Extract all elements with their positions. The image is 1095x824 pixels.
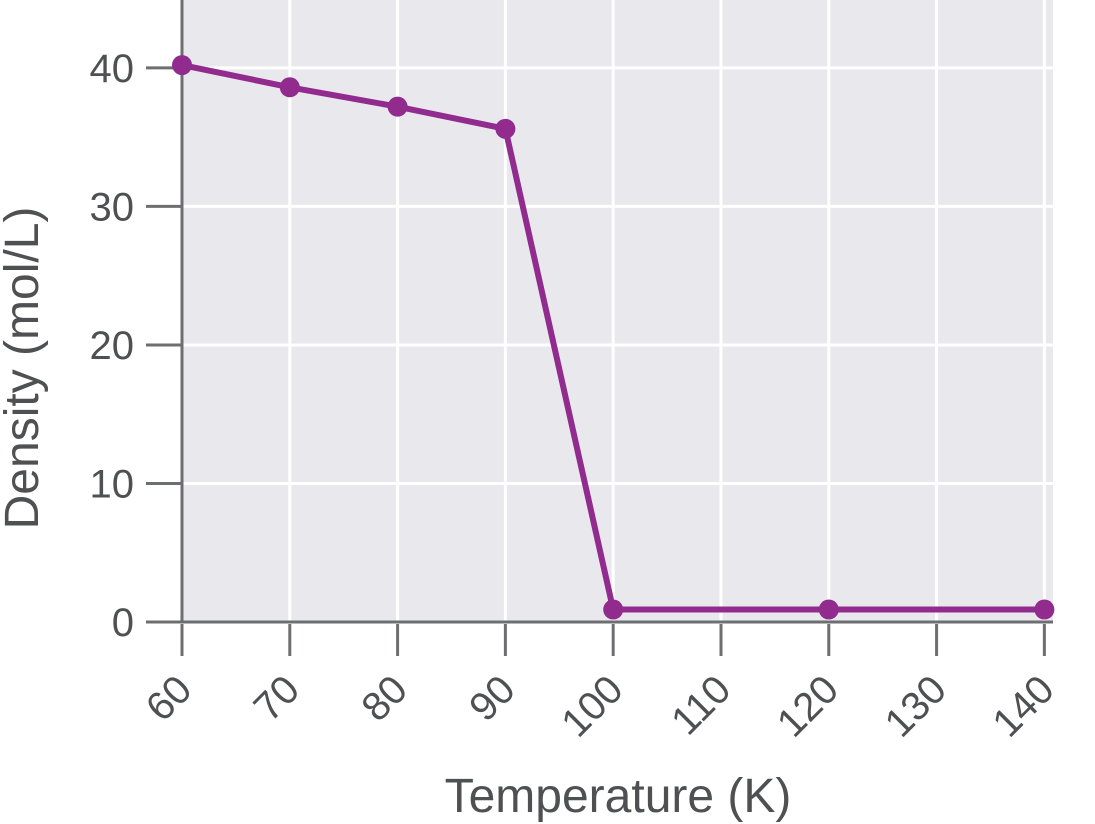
x-tick-label: 80 xyxy=(353,667,416,730)
plot-background xyxy=(182,0,1053,622)
data-point xyxy=(172,55,192,76)
tick-marks xyxy=(146,66,1046,656)
plot-area xyxy=(182,0,1053,622)
x-tick-label: 110 xyxy=(663,667,739,743)
gridlines xyxy=(182,0,1053,622)
x-axis-title: Temperature (K) xyxy=(445,770,792,823)
axes xyxy=(180,0,1053,624)
data-series xyxy=(172,55,1055,620)
y-tick-label: 40 xyxy=(90,47,135,91)
y-tick-label: 0 xyxy=(112,601,134,645)
data-point xyxy=(495,118,516,139)
y-tick-label: 20 xyxy=(90,324,135,368)
data-point xyxy=(279,77,300,98)
x-tick-label: 130 xyxy=(877,667,955,745)
x-tick-label: 100 xyxy=(553,667,631,745)
x-tick-label: 70 xyxy=(246,667,309,730)
y-axis-title: Density (mol/L) xyxy=(0,207,49,530)
data-point xyxy=(603,599,624,620)
x-tick-label: 120 xyxy=(769,667,847,745)
data-point xyxy=(387,96,408,117)
y-tick-label: 30 xyxy=(90,185,135,229)
x-tick-label: 140 xyxy=(984,667,1062,745)
data-point xyxy=(818,599,839,620)
data-point xyxy=(1034,599,1055,620)
y-tick-label: 10 xyxy=(90,462,135,506)
x-tick-label: 90 xyxy=(461,667,524,730)
x-tick-label: 60 xyxy=(138,667,201,730)
